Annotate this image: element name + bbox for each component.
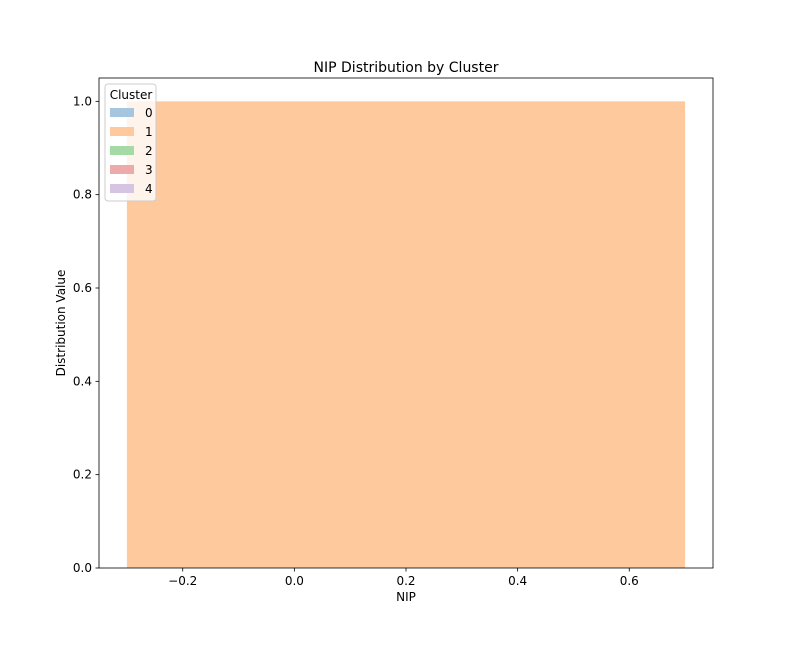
- y-axis-label: Distribution Value: [54, 270, 68, 377]
- x-axis-label: NIP: [396, 590, 416, 604]
- x-tick-label: 0.0: [285, 574, 304, 588]
- y-tick-label: 0.0: [73, 561, 92, 575]
- axes-layer: −0.2 0.0 0.2 0.4 0.6 0.0 0.2 0.4 0.6 0.8 1.0: [73, 77, 714, 588]
- legend-label-3: 3: [145, 163, 153, 177]
- legend: Cluster 0 1 2 3 4: [104, 83, 157, 202]
- bars-layer: [126, 101, 686, 568]
- y-tick-label: 0.2: [73, 468, 92, 482]
- legend-label-2: 2: [145, 144, 153, 158]
- legend-label-0: 0: [145, 106, 153, 120]
- y-tick-label: 0.6: [73, 281, 92, 295]
- x-tick-label: 0.4: [508, 574, 527, 588]
- x-tick-label: −0.2: [168, 574, 197, 588]
- y-tick-label: 0.4: [73, 374, 92, 388]
- legend-swatch-1: [110, 127, 134, 136]
- legend-label-4: 4: [145, 182, 153, 196]
- chart-title: NIP Distribution by Cluster: [314, 60, 499, 76]
- legend-label-1: 1: [145, 125, 153, 139]
- legend-swatch-0: [110, 108, 134, 117]
- x-tick-label: 0.2: [396, 574, 415, 588]
- legend-swatch-4: [110, 184, 134, 193]
- x-tick-label: 0.6: [620, 574, 639, 588]
- legend-swatch-3: [110, 165, 134, 174]
- legend-title: Cluster: [110, 88, 153, 102]
- y-tick-label: 0.8: [73, 188, 92, 202]
- bar-cluster-1: [126, 101, 686, 568]
- y-tick-label: 1.0: [73, 94, 92, 108]
- legend-swatch-2: [110, 146, 134, 155]
